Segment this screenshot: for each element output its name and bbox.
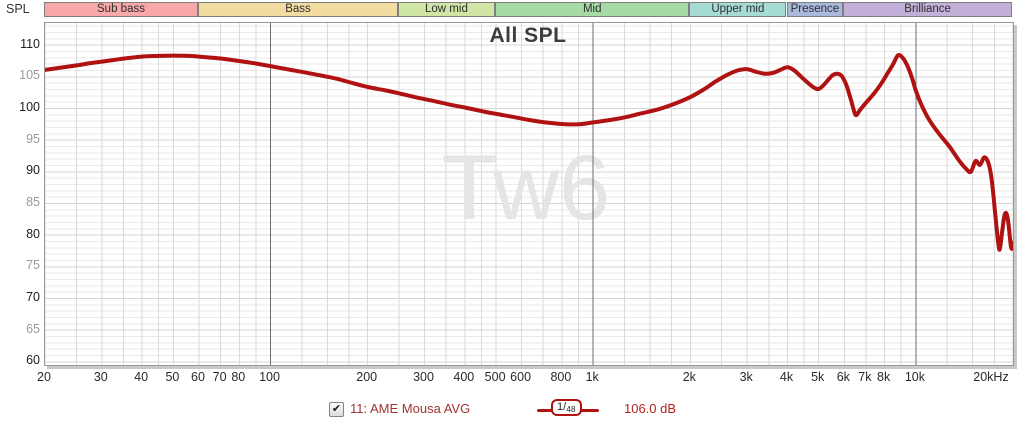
x-tick-label-300: 300 bbox=[413, 370, 434, 384]
x-tick-label-40: 40 bbox=[134, 370, 149, 384]
y-tick-label-95: 95 bbox=[26, 131, 40, 146]
trace-label[interactable]: 11: AME Mousa AVG bbox=[350, 401, 471, 416]
x-tick-label-50: 50 bbox=[165, 370, 180, 384]
x-tick-label-3k: 3k bbox=[739, 370, 753, 384]
x-tick-label-200: 200 bbox=[356, 370, 378, 384]
band-presence: Presence bbox=[786, 2, 844, 17]
y-tick-label-100: 100 bbox=[19, 100, 40, 114]
y-tick-label-90: 90 bbox=[26, 163, 40, 178]
x-tick-label-10k: 10k bbox=[904, 370, 925, 384]
x-tick-label-4k: 4k bbox=[779, 370, 794, 384]
trace-visibility-checkbox[interactable]: ✔ bbox=[329, 402, 344, 417]
smoothing-badge[interactable]: 1/48 bbox=[551, 399, 582, 416]
y-tick-label-75: 75 bbox=[26, 258, 40, 273]
x-tick-label-400: 400 bbox=[453, 370, 475, 384]
x-tick-label-500: 500 bbox=[484, 370, 506, 384]
band-sub-bass: Sub bass bbox=[44, 2, 198, 17]
x-tick-label-80: 80 bbox=[231, 370, 246, 384]
band-brilliance: Brilliance bbox=[843, 2, 1012, 17]
legend-row: ✔ 11: AME Mousa AVG 1/48 106.0 dB bbox=[0, 399, 1033, 421]
x-tick-label-20kHz: 20kHz bbox=[973, 370, 1009, 384]
x-tick-label-800: 800 bbox=[550, 370, 572, 384]
plot-area[interactable]: Tw6 bbox=[44, 22, 1014, 366]
watermark: Tw6 bbox=[442, 137, 611, 239]
spl-curve bbox=[45, 52, 1013, 252]
x-tick-label-8k: 8k bbox=[876, 370, 891, 384]
chart-title: All SPL bbox=[489, 24, 567, 47]
band-mid: Mid bbox=[495, 2, 690, 17]
x-tick-label-70: 70 bbox=[212, 370, 227, 384]
x-tick-label-100: 100 bbox=[259, 370, 280, 384]
x-tick-label-7k: 7k bbox=[858, 370, 872, 384]
band-low-mid: Low mid bbox=[397, 2, 495, 17]
y-tick-label-80: 80 bbox=[26, 226, 40, 241]
x-tick-label-6k: 6k bbox=[836, 370, 850, 384]
frequency-band-strip: Sub bass Bass Low mid Mid Upper mid Presence B… bbox=[0, 2, 1033, 17]
y-tick-label-110: 110 bbox=[20, 36, 40, 51]
y-tick-label-65: 65 bbox=[26, 321, 40, 336]
x-tick-label-5k: 5k bbox=[811, 370, 825, 384]
smoothing-denominator: 48 bbox=[566, 404, 576, 414]
spl-plot-svg: Tw6 bbox=[45, 23, 1013, 365]
y-tick-label-105: 105 bbox=[19, 68, 40, 83]
spl-axis-caption: SPL bbox=[6, 2, 30, 16]
x-tick-label-30: 30 bbox=[93, 370, 108, 384]
x-tick-label-20: 20 bbox=[37, 370, 51, 384]
smoothing-numerator: 1/ bbox=[557, 401, 567, 413]
x-tick-label-1k: 1k bbox=[585, 370, 599, 384]
band-upper-mid: Upper mid bbox=[689, 2, 787, 17]
y-tick-label-85: 85 bbox=[26, 195, 40, 209]
x-tick-label-60: 60 bbox=[191, 370, 205, 384]
x-tick-label-600: 600 bbox=[510, 370, 532, 384]
band-bass: Bass bbox=[198, 2, 398, 17]
x-tick-label-2k: 2k bbox=[682, 370, 696, 384]
y-tick-label-70: 70 bbox=[26, 290, 40, 304]
y-tick-label-60: 60 bbox=[26, 353, 40, 368]
level-readout: 106.0 dB bbox=[624, 401, 677, 416]
